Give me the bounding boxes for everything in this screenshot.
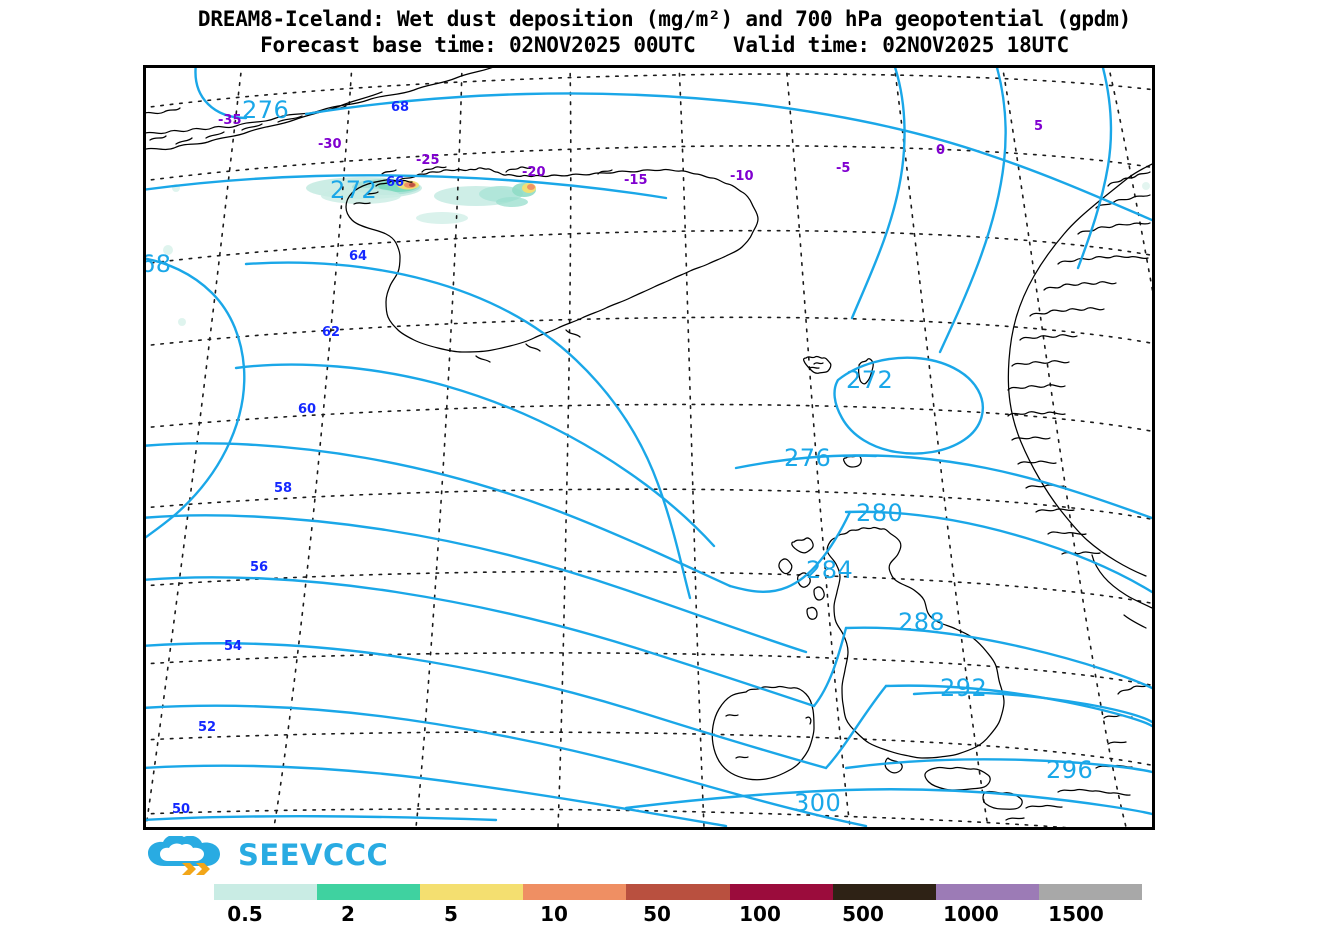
lon-label: -35 [218, 113, 242, 128]
colorbar-swatch-2 [420, 884, 524, 900]
colorbar-swatch-0 [214, 884, 318, 900]
dust-deposition-shading [163, 177, 1150, 326]
contour-label: 276 [242, 96, 289, 124]
colorbar-tick: 100 [739, 902, 781, 926]
lon-label: 5 [1034, 119, 1043, 134]
colorbar-swatch-1 [317, 884, 421, 900]
lon-label: 0 [936, 143, 945, 158]
lat-label: 54 [224, 639, 242, 654]
colorbar-tick: 5 [444, 902, 458, 926]
lon-label: -30 [318, 137, 342, 152]
contour-label: 272 [330, 176, 377, 204]
colorbar-tick: 1500 [1048, 902, 1104, 926]
lon-label: -5 [836, 161, 850, 176]
contour-label: 292 [940, 674, 987, 702]
colorbar-swatch-6 [832, 884, 936, 900]
longitude-label-group: -35 -30 -25 -20 -15 -10 -5 0 5 [218, 113, 1043, 188]
colorbar-swatch-7 [935, 884, 1039, 900]
lat-label: 66 [386, 175, 404, 190]
coastlines [146, 68, 1152, 821]
lon-label: -15 [624, 173, 648, 188]
colorbar-tick: 0.5 [227, 902, 263, 926]
contour-label-group: 276 272 272 276 280 284 288 292 296 300 … [146, 96, 1093, 817]
geopotential-contours [146, 68, 1152, 827]
contour-label: 280 [856, 499, 903, 527]
arrow-icon [182, 863, 210, 875]
map-panel[interactable]: 276 272 272 276 280 284 288 292 296 300 … [143, 65, 1155, 830]
contour-label: 288 [898, 608, 945, 636]
lat-label: 56 [250, 560, 268, 575]
lon-label: -10 [730, 169, 754, 184]
map-canvas: 276 272 272 276 280 284 288 292 296 300 … [146, 68, 1152, 827]
contour-label: 296 [1046, 756, 1093, 784]
colorbar-tick: 2 [341, 902, 355, 926]
colorbar-tick: 500 [842, 902, 884, 926]
colorbar-tick: 10 [540, 902, 568, 926]
colorbar-swatch-4 [626, 884, 730, 900]
page-title: DREAM8-Iceland: Wet dust deposition (mg/… [197, 7, 1132, 31]
chart-subtitle: Forecast base time: 02NOV2025 00UTC Vali… [260, 33, 1069, 57]
colorbar-swatch-5 [729, 884, 833, 900]
latitude-label-group: 68 66 64 62 60 58 56 54 52 50 [172, 100, 409, 817]
lon-label: -20 [522, 165, 546, 180]
lon-label: -25 [416, 153, 440, 168]
chart-title-block: DREAM8-Iceland: Wet dust deposition (mg/… [0, 6, 1329, 58]
contour-label-edge: 68 [146, 250, 172, 278]
contour-label: 300 [794, 789, 841, 817]
contour-label: 284 [806, 556, 853, 584]
colorbar-tick: 1000 [943, 902, 999, 926]
lat-label: 58 [274, 481, 292, 496]
lat-label: 62 [322, 325, 340, 340]
colorbar[interactable] [214, 884, 1142, 900]
lat-label: 68 [391, 100, 409, 115]
logo-text: SEEVCCC [238, 838, 389, 872]
lat-label: 50 [172, 802, 190, 817]
graticule-parallels [146, 73, 1152, 827]
contour-label: 276 [784, 444, 831, 472]
lat-label: 60 [298, 402, 316, 417]
contour-label: 272 [846, 366, 893, 394]
seevccc-logo[interactable] [146, 836, 361, 878]
colorbar-swatch-3 [523, 884, 627, 900]
lat-label: 64 [349, 249, 367, 264]
lat-label: 52 [198, 720, 216, 735]
colorbar-tick: 50 [643, 902, 671, 926]
cloud-icon [148, 836, 220, 866]
graticule-meridians [146, 68, 1152, 827]
colorbar-tick-labels: 0.5 2 5 10 50 100 500 1000 1500 [214, 902, 1142, 926]
colorbar-swatch-8 [1038, 884, 1142, 900]
